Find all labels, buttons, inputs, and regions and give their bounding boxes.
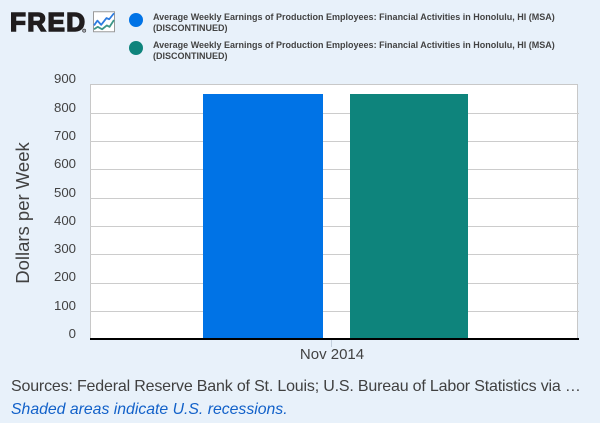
svg-text:R: R — [83, 29, 86, 33]
svg-text:FRED: FRED — [10, 8, 86, 36]
